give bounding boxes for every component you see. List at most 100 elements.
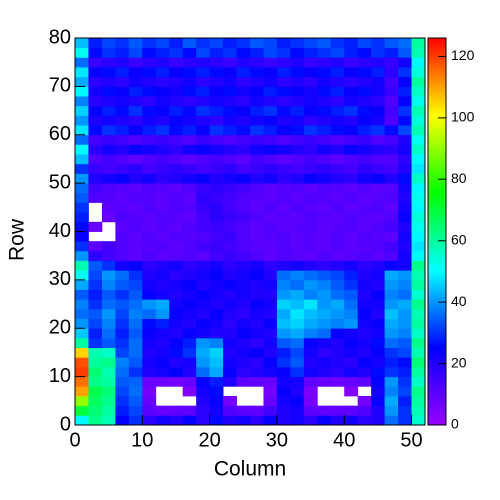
- x-tick-label: 0: [69, 429, 80, 451]
- heatmap-cell: [357, 260, 372, 271]
- heatmap-cell: [88, 76, 103, 87]
- heatmap-cell: [357, 38, 372, 49]
- heatmap-cell: [290, 173, 305, 184]
- heatmap-cell: [236, 202, 251, 213]
- z-tick-label: 60: [451, 231, 467, 247]
- heatmap-cell: [142, 67, 157, 78]
- heatmap-cell: [290, 67, 305, 78]
- heatmap-cell: [330, 154, 345, 165]
- heatmap-cell: [223, 57, 237, 68]
- heatmap-cell: [101, 47, 116, 58]
- heatmap-cell: [169, 337, 184, 348]
- heatmap-cell: [128, 376, 143, 387]
- heatmap-cell: [75, 192, 89, 203]
- heatmap-cell: [169, 231, 184, 242]
- heatmap-cell: [101, 357, 116, 368]
- heatmap-cell: [384, 38, 399, 49]
- heatmap-cell: [223, 76, 237, 87]
- heatmap-cell: [344, 337, 359, 348]
- heatmap-cell: [88, 57, 103, 68]
- heatmap-cell: [290, 241, 305, 252]
- heatmap-cell: [182, 241, 197, 252]
- heatmap-cell: [371, 183, 386, 194]
- heatmap-cell: [250, 376, 264, 387]
- heatmap-cell: [330, 163, 345, 174]
- heatmap-cell: [250, 96, 264, 107]
- heatmap-cell: [115, 47, 130, 58]
- heatmap-cell: [317, 318, 332, 329]
- heatmap-cell: [142, 47, 157, 58]
- heatmap-cell: [128, 241, 143, 252]
- heatmap-cell: [384, 96, 399, 107]
- y-tick-label: 60: [49, 123, 71, 145]
- heatmap-cell: [236, 318, 251, 329]
- heatmap-cell: [357, 337, 372, 348]
- heatmap-cell: [411, 415, 426, 426]
- heatmap-cell: [250, 144, 264, 155]
- heatmap-cell: [330, 202, 345, 213]
- heatmap-cell: [101, 279, 116, 290]
- heatmap-cell: [182, 415, 197, 426]
- heatmap-cell: [88, 395, 103, 407]
- heatmap-cell: [317, 308, 332, 319]
- heatmap-cell: [115, 337, 130, 348]
- y-tick-label: 20: [49, 317, 71, 339]
- heatmap-cell: [209, 328, 224, 339]
- heatmap-cell: [371, 144, 386, 155]
- heatmap-cell: [169, 144, 184, 155]
- heatmap-cell: [182, 38, 197, 49]
- heatmap-cell: [398, 57, 412, 68]
- heatmap-cell: [344, 76, 359, 87]
- y-tick-label: 70: [49, 75, 71, 97]
- heatmap-cell: [209, 76, 224, 87]
- heatmap-cell: [411, 328, 426, 339]
- heatmap-cell: [223, 67, 237, 78]
- heatmap-cell: [196, 405, 211, 416]
- heatmap-cell: [398, 67, 412, 78]
- heatmap-cell: [155, 357, 170, 368]
- heatmap-cell: [115, 212, 130, 223]
- heatmap-cell: [236, 415, 251, 426]
- heatmap-cell: [303, 337, 318, 348]
- heatmap-cell: [344, 212, 359, 223]
- heatmap-cell: [357, 405, 372, 416]
- heatmap-cell: [371, 173, 386, 184]
- heatmap-cell: [128, 357, 143, 368]
- heatmap-cell: [88, 299, 103, 310]
- heatmap-cell: [330, 221, 345, 232]
- heatmap-cell: [371, 395, 386, 407]
- heatmap-cell: [196, 183, 211, 194]
- heatmap-cell: [276, 299, 291, 310]
- heatmap-cell: [169, 202, 184, 213]
- heatmap-cell: [128, 260, 143, 271]
- heatmap-cell: [276, 289, 291, 300]
- heatmap-cell: [384, 212, 399, 223]
- heatmap-cell: [182, 163, 197, 174]
- heatmap-cell: [290, 405, 305, 416]
- heatmap-cell: [330, 183, 345, 194]
- heatmap-cell: [196, 96, 211, 107]
- heatmap-cell: [384, 192, 399, 203]
- heatmap-cell: [142, 134, 157, 145]
- heatmap-cell: [196, 173, 211, 184]
- heatmap-cell: [357, 328, 372, 339]
- heatmap-cell: [115, 115, 130, 126]
- heatmap-cell: [182, 47, 197, 58]
- heatmap-cell: [411, 115, 426, 126]
- heatmap-cell: [169, 308, 184, 319]
- heatmap-cell: [290, 192, 305, 203]
- heatmap-cell: [344, 299, 359, 310]
- heatmap-cell: [344, 405, 359, 416]
- heatmap-cell: [209, 144, 224, 155]
- heatmap-cell: [263, 337, 278, 348]
- heatmap-cell: [290, 221, 305, 232]
- x-axis-title: Column: [214, 458, 286, 481]
- heatmap-cell: [398, 173, 412, 184]
- heatmap-cell: [317, 57, 332, 68]
- heatmap-cell: [263, 67, 278, 78]
- heatmap-cell: [115, 163, 130, 174]
- heatmap-cell: [317, 405, 332, 416]
- heatmap-cell: [182, 405, 197, 416]
- heatmap-cell: [317, 47, 332, 58]
- heatmap-cell: [128, 395, 143, 407]
